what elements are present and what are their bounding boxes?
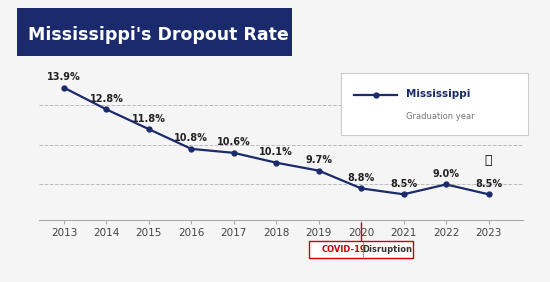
Text: Mississippi: Mississippi [406,89,471,99]
Text: 10.1%: 10.1% [260,147,293,157]
Text: Mississippi's Dropout Rate: Mississippi's Dropout Rate [28,26,288,44]
Text: 8.5%: 8.5% [475,179,502,189]
Text: 8.8%: 8.8% [348,173,375,183]
FancyBboxPatch shape [309,241,413,258]
Text: 🎓: 🎓 [485,154,492,167]
Text: 9.7%: 9.7% [305,155,332,165]
Text: 10.8%: 10.8% [174,133,208,143]
Text: Disruption: Disruption [362,245,412,254]
Text: 10.6%: 10.6% [217,137,251,147]
Text: COVID-19: COVID-19 [322,245,366,254]
Text: 13.9%: 13.9% [47,72,81,82]
Text: 11.8%: 11.8% [132,114,166,124]
Text: 8.5%: 8.5% [390,179,417,189]
Text: Graduation year: Graduation year [406,112,475,121]
Text: 9.0%: 9.0% [433,169,460,179]
Text: 12.8%: 12.8% [90,94,123,104]
